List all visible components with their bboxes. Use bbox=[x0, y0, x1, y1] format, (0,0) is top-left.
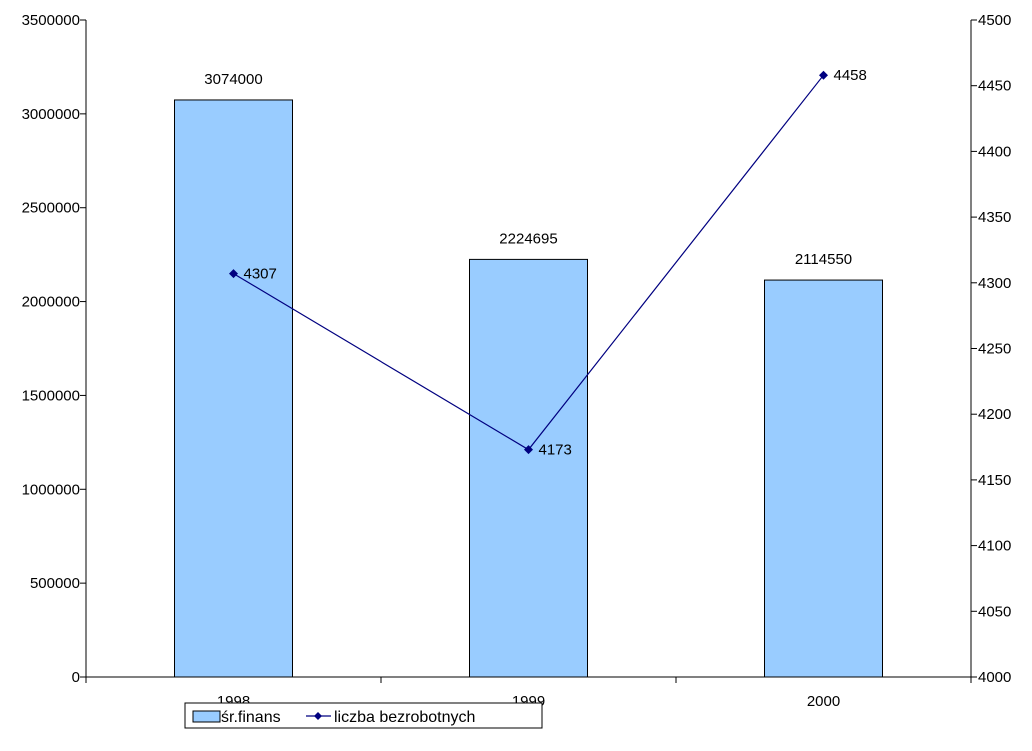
legend: śr.finans liczba bezrobotnych bbox=[184, 702, 543, 729]
right-axis-tick-label: 4000 bbox=[978, 669, 1011, 686]
line-series: 4307 4173 4458 bbox=[229, 67, 867, 459]
bar-data-label: 2224695 bbox=[499, 230, 557, 247]
line-point bbox=[819, 70, 828, 80]
bar bbox=[764, 279, 883, 678]
left-axis-tick-label: 2500000 bbox=[22, 200, 80, 217]
right-axis-tick-label: 4300 bbox=[978, 275, 1011, 292]
legend-label: śr.finans bbox=[221, 709, 281, 726]
right-axis-tick-label: 4350 bbox=[978, 209, 1011, 226]
left-axis-tick-label: 500000 bbox=[30, 575, 80, 592]
left-y-axis: 0 500000 1000000 1500000 2000000 2500000 30000… bbox=[22, 12, 87, 686]
left-axis-tick-label: 3000000 bbox=[22, 106, 80, 123]
left-axis-tick-label: 1000000 bbox=[22, 481, 80, 498]
x-axis-tick-label: 2000 bbox=[807, 693, 840, 710]
right-axis-tick-label: 4450 bbox=[978, 78, 1011, 95]
right-axis-tick-label: 4250 bbox=[978, 341, 1011, 358]
legend-box bbox=[184, 702, 543, 729]
right-axis-tick-label: 4150 bbox=[978, 472, 1011, 489]
right-axis-tick-label: 4500 bbox=[978, 12, 1011, 29]
bar bbox=[469, 258, 588, 678]
right-y-axis: 4000 4050 4100 4150 4200 4250 4300 4350 4400 4450… bbox=[970, 12, 1011, 686]
left-axis-tick-label: 2000000 bbox=[22, 294, 80, 311]
right-axis-tick-label: 4100 bbox=[978, 538, 1011, 555]
legend-label: liczba bezrobotnych bbox=[334, 709, 475, 726]
bar-data-label: 3074000 bbox=[204, 71, 262, 88]
line-data-label: 4307 bbox=[244, 266, 277, 283]
line-point bbox=[524, 445, 533, 455]
bar-data-label: 2114550 bbox=[795, 251, 852, 268]
right-axis-tick-label: 4050 bbox=[978, 603, 1011, 620]
line-data-label: 4458 bbox=[834, 67, 867, 84]
legend-swatch-bar bbox=[192, 710, 221, 723]
bar bbox=[174, 99, 293, 678]
left-axis-tick-label: 1500000 bbox=[22, 387, 80, 404]
bar-series: 3074000 2224695 2114550 bbox=[174, 71, 883, 678]
left-axis-tick-label: 3500000 bbox=[22, 12, 80, 29]
right-axis-tick-label: 4200 bbox=[978, 406, 1011, 423]
left-axis-tick-label: 0 bbox=[72, 669, 80, 686]
right-axis-tick-label: 4400 bbox=[978, 143, 1011, 160]
line-point bbox=[229, 269, 238, 279]
line-data-label: 4173 bbox=[539, 442, 572, 459]
legend-swatch-marker bbox=[314, 712, 322, 720]
